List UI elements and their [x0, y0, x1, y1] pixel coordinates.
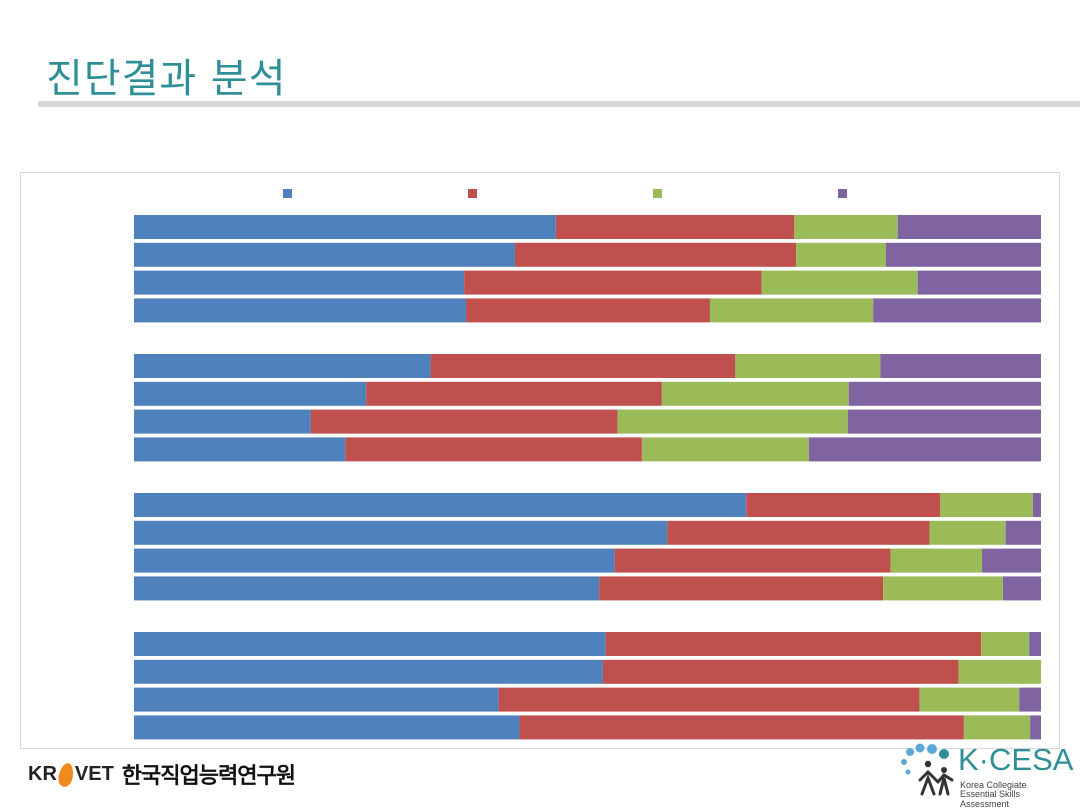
bar-segment-row-12-series-3 — [883, 576, 1003, 601]
bar-segment-row-3-series-3 — [761, 270, 918, 295]
bar-segment-row-6-series-3 — [661, 381, 849, 406]
bar-segment-row-3-series-1 — [134, 270, 465, 295]
bar-segment-row-9-series-1 — [134, 493, 747, 517]
krivet-i-mark-icon — [58, 760, 74, 788]
bar-segment-row-1-series-1 — [134, 215, 556, 239]
legend-marker-3 — [653, 189, 662, 198]
bar-segment-row-8-series-3 — [641, 437, 809, 462]
bar-segment-row-16-series-4 — [1030, 715, 1041, 740]
bar-segment-row-12-series-1 — [134, 576, 600, 601]
bar-segment-row-5-series-1 — [134, 354, 431, 378]
bar-segment-row-9-series-2 — [746, 493, 941, 517]
bar-segment-row-13-series-3 — [981, 632, 1030, 656]
bar-segment-row-14-series-3 — [958, 659, 1041, 684]
page-title: 진단결과 분석 — [46, 56, 287, 102]
krivet-logo: KR VET 한국직업능력연구원 — [28, 756, 296, 792]
bar-segment-row-10-series-2 — [667, 520, 930, 545]
bar-segment-row-11-series-2 — [614, 548, 891, 573]
bar-segment-row-2-series-3 — [796, 242, 886, 267]
bar-segment-row-4-series-4 — [873, 298, 1041, 323]
bar-segment-row-10-series-1 — [134, 520, 668, 545]
bar-segment-row-16-series-3 — [963, 715, 1031, 740]
bar-segment-row-4-series-3 — [709, 298, 874, 323]
kcesa-logo-subtitle-2: Essential Skills Assessment — [960, 789, 1021, 809]
bar-segment-row-13-series-1 — [134, 632, 606, 656]
bar-segment-row-6-series-1 — [134, 381, 367, 406]
bar-segment-row-12-series-4 — [1002, 576, 1041, 601]
bar-segment-row-6-series-4 — [848, 381, 1041, 406]
bar-segment-row-14-series-1 — [134, 659, 603, 684]
krivet-logo-text-2: VET — [74, 762, 114, 785]
bar-segment-row-5-series-4 — [880, 354, 1041, 378]
bar-segment-row-15-series-2 — [498, 687, 920, 712]
kcesa-figures-icon — [901, 743, 954, 796]
bar-segment-row-11-series-1 — [134, 548, 615, 573]
legend-marker-1 — [283, 189, 292, 198]
bar-segment-row-4-series-1 — [134, 298, 466, 323]
bar-segment-row-7-series-1 — [134, 409, 311, 434]
bar-segment-row-16-series-2 — [519, 715, 964, 740]
bar-segment-row-2-series-4 — [885, 242, 1041, 267]
bar-segment-row-13-series-4 — [1029, 632, 1041, 656]
stacked-bar-chart — [134, 189, 1042, 740]
bar-segment-row-7-series-4 — [847, 409, 1041, 434]
bar-segment-row-8-series-1 — [134, 437, 346, 462]
bar-segment-row-3-series-4 — [917, 270, 1041, 295]
kcesa-logo: K·CESA Korea Collegiate Essential Skills… — [898, 742, 1073, 809]
legend-marker-2 — [468, 189, 477, 198]
kcesa-logo-subtitle-1: Korea Collegiate — [960, 780, 1027, 790]
bar-segment-row-1-series-4 — [897, 215, 1041, 239]
bar-segment-row-15-series-3 — [919, 687, 1020, 712]
bar-segment-row-8-series-2 — [345, 437, 642, 462]
bar-segment-row-9-series-4 — [1032, 493, 1041, 517]
title-divider — [38, 101, 1080, 107]
bar-segment-row-10-series-4 — [1005, 520, 1041, 545]
bar-segment-row-12-series-2 — [599, 576, 884, 601]
legend-marker-4 — [838, 189, 847, 198]
kcesa-logo-name: K·CESA — [958, 742, 1074, 777]
bar-segment-row-13-series-2 — [605, 632, 982, 656]
bar-segment-row-5-series-2 — [430, 354, 736, 378]
bar-segment-row-2-series-1 — [134, 242, 515, 267]
bar-segment-row-6-series-2 — [366, 381, 662, 406]
krivet-logo-text-1: KR — [28, 762, 57, 785]
chart-area — [20, 172, 1060, 749]
bar-segment-row-4-series-2 — [465, 298, 710, 323]
bar-segment-row-3-series-2 — [464, 270, 762, 295]
bar-segment-row-8-series-4 — [808, 437, 1041, 462]
bar-segment-row-11-series-4 — [982, 548, 1042, 573]
bar-segment-row-15-series-1 — [134, 687, 499, 712]
bar-segment-row-1-series-2 — [555, 215, 795, 239]
bar-segment-row-15-series-4 — [1019, 687, 1041, 712]
krivet-korean-name: 한국직업능력연구원 — [121, 764, 296, 789]
bar-segment-row-7-series-3 — [617, 409, 848, 434]
bar-segment-row-5-series-3 — [735, 354, 881, 378]
bar-segment-row-14-series-2 — [602, 659, 959, 684]
bar-segment-row-9-series-3 — [940, 493, 1033, 517]
bar-segment-row-10-series-3 — [929, 520, 1006, 545]
bar-segment-row-11-series-3 — [890, 548, 983, 573]
bar-segment-row-16-series-1 — [134, 715, 520, 740]
bar-segment-row-7-series-2 — [310, 409, 618, 434]
bar-segment-row-1-series-3 — [794, 215, 898, 239]
bar-segment-row-2-series-2 — [514, 242, 797, 267]
